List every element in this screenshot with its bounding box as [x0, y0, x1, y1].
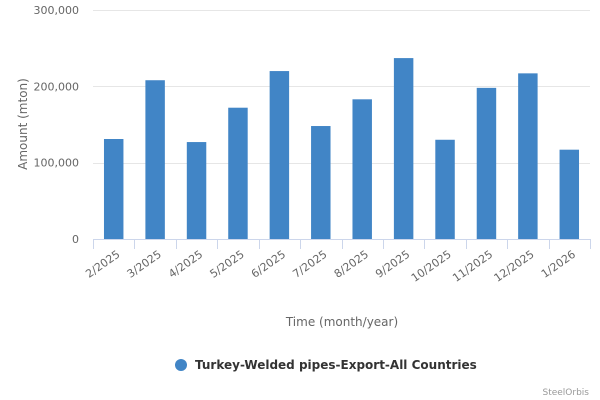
- legend-marker-icon: [175, 359, 187, 371]
- x-tick-label: 6/2025: [249, 248, 288, 281]
- bars: [103, 58, 580, 240]
- x-tick-label: 12/2025: [492, 248, 537, 285]
- x-tick-label: 10/2025: [409, 248, 454, 285]
- x-axis-title: Time (month/year): [285, 315, 398, 329]
- x-tick-label: 11/2025: [450, 248, 495, 285]
- x-tick-label: 1/2026: [539, 248, 578, 281]
- x-tick-label: 7/2025: [290, 248, 329, 281]
- bar[interactable]: [269, 71, 290, 239]
- x-tick-label: 4/2025: [166, 248, 205, 281]
- bar[interactable]: [311, 126, 331, 239]
- y-tick-label: 100,000: [34, 157, 80, 170]
- x-tick-labels: 2/2025 3/2025 4/2025 5/2025 6/2025 7/2025 8/20…: [83, 248, 578, 285]
- bar[interactable]: [352, 99, 372, 239]
- bar[interactable]: [435, 139, 455, 239]
- x-tick-label: 3/2025: [125, 248, 164, 281]
- bar[interactable]: [145, 80, 165, 239]
- bar[interactable]: [103, 139, 124, 239]
- bar[interactable]: [186, 142, 207, 239]
- legend[interactable]: Turkey-Welded pipes-Export-All Countries: [175, 358, 477, 372]
- bar[interactable]: [559, 149, 580, 239]
- y-axis-title: Amount (mton): [16, 78, 30, 170]
- x-tick-label: 9/2025: [373, 248, 412, 281]
- x-tick-label: 8/2025: [332, 248, 371, 281]
- x-tick-label: 5/2025: [208, 248, 247, 281]
- credits[interactable]: SteelOrbis: [542, 388, 589, 398]
- x-tick-label: 2/2025: [83, 248, 122, 281]
- y-tick-label: 300,000: [34, 4, 80, 17]
- y-tick-label: 0: [72, 233, 79, 246]
- y-tick-labels: 0 100,000 200,000 300,000: [34, 4, 80, 246]
- bar[interactable]: [476, 87, 497, 239]
- legend-label: Turkey-Welded pipes-Export-All Countries: [195, 358, 477, 372]
- y-tick-label: 200,000: [34, 80, 80, 93]
- x-tick-marks: [93, 239, 591, 249]
- bar[interactable]: [393, 58, 414, 240]
- grid: [93, 10, 590, 164]
- bar[interactable]: [228, 107, 248, 239]
- bar[interactable]: [518, 73, 538, 240]
